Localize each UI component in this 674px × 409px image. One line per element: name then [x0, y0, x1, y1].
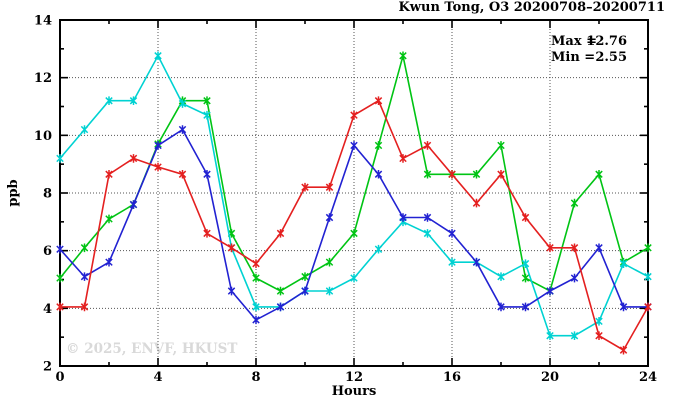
series-blue — [56, 125, 652, 325]
x-tick-label: 8 — [251, 370, 260, 385]
y-tick-label: 14 — [34, 14, 52, 29]
series-cyan — [56, 51, 652, 341]
series-red-line — [60, 99, 649, 352]
y-tick-label: 10 — [34, 129, 52, 144]
watermark: © 2025, ENVF, HKUST — [66, 341, 237, 357]
series-red-markers — [56, 96, 652, 355]
legend-min-value: 2.55 — [595, 50, 627, 65]
y-tick-label: 12 — [34, 71, 52, 86]
chart-title: Kwun Tong, O3 20200708–20200711 — [399, 0, 666, 15]
x-tick-label: 24 — [639, 370, 657, 385]
legend-max-label: Max = — [551, 34, 597, 49]
x-axis-label: Hours — [332, 384, 377, 399]
y-tick-label: 8 — [43, 187, 52, 202]
x-tick-label: 0 — [55, 370, 64, 385]
y-tick-label: 4 — [43, 302, 52, 317]
series-cyan-markers — [56, 51, 652, 341]
y-tick-label: 6 — [43, 244, 52, 259]
legend-min-label: Min = — [551, 50, 595, 65]
gridlines — [60, 20, 648, 366]
x-tick-label: 20 — [541, 370, 559, 385]
series-blue-markers — [56, 125, 652, 325]
y-axis-label: ppb — [6, 179, 21, 206]
legend-max-value: 12.76 — [586, 34, 627, 49]
series-red — [56, 96, 652, 355]
y-tick-label: 2 — [43, 360, 52, 375]
x-tick-label: 4 — [153, 370, 162, 385]
x-tick-label: 16 — [443, 370, 461, 385]
x-tick-label: 12 — [345, 370, 363, 385]
